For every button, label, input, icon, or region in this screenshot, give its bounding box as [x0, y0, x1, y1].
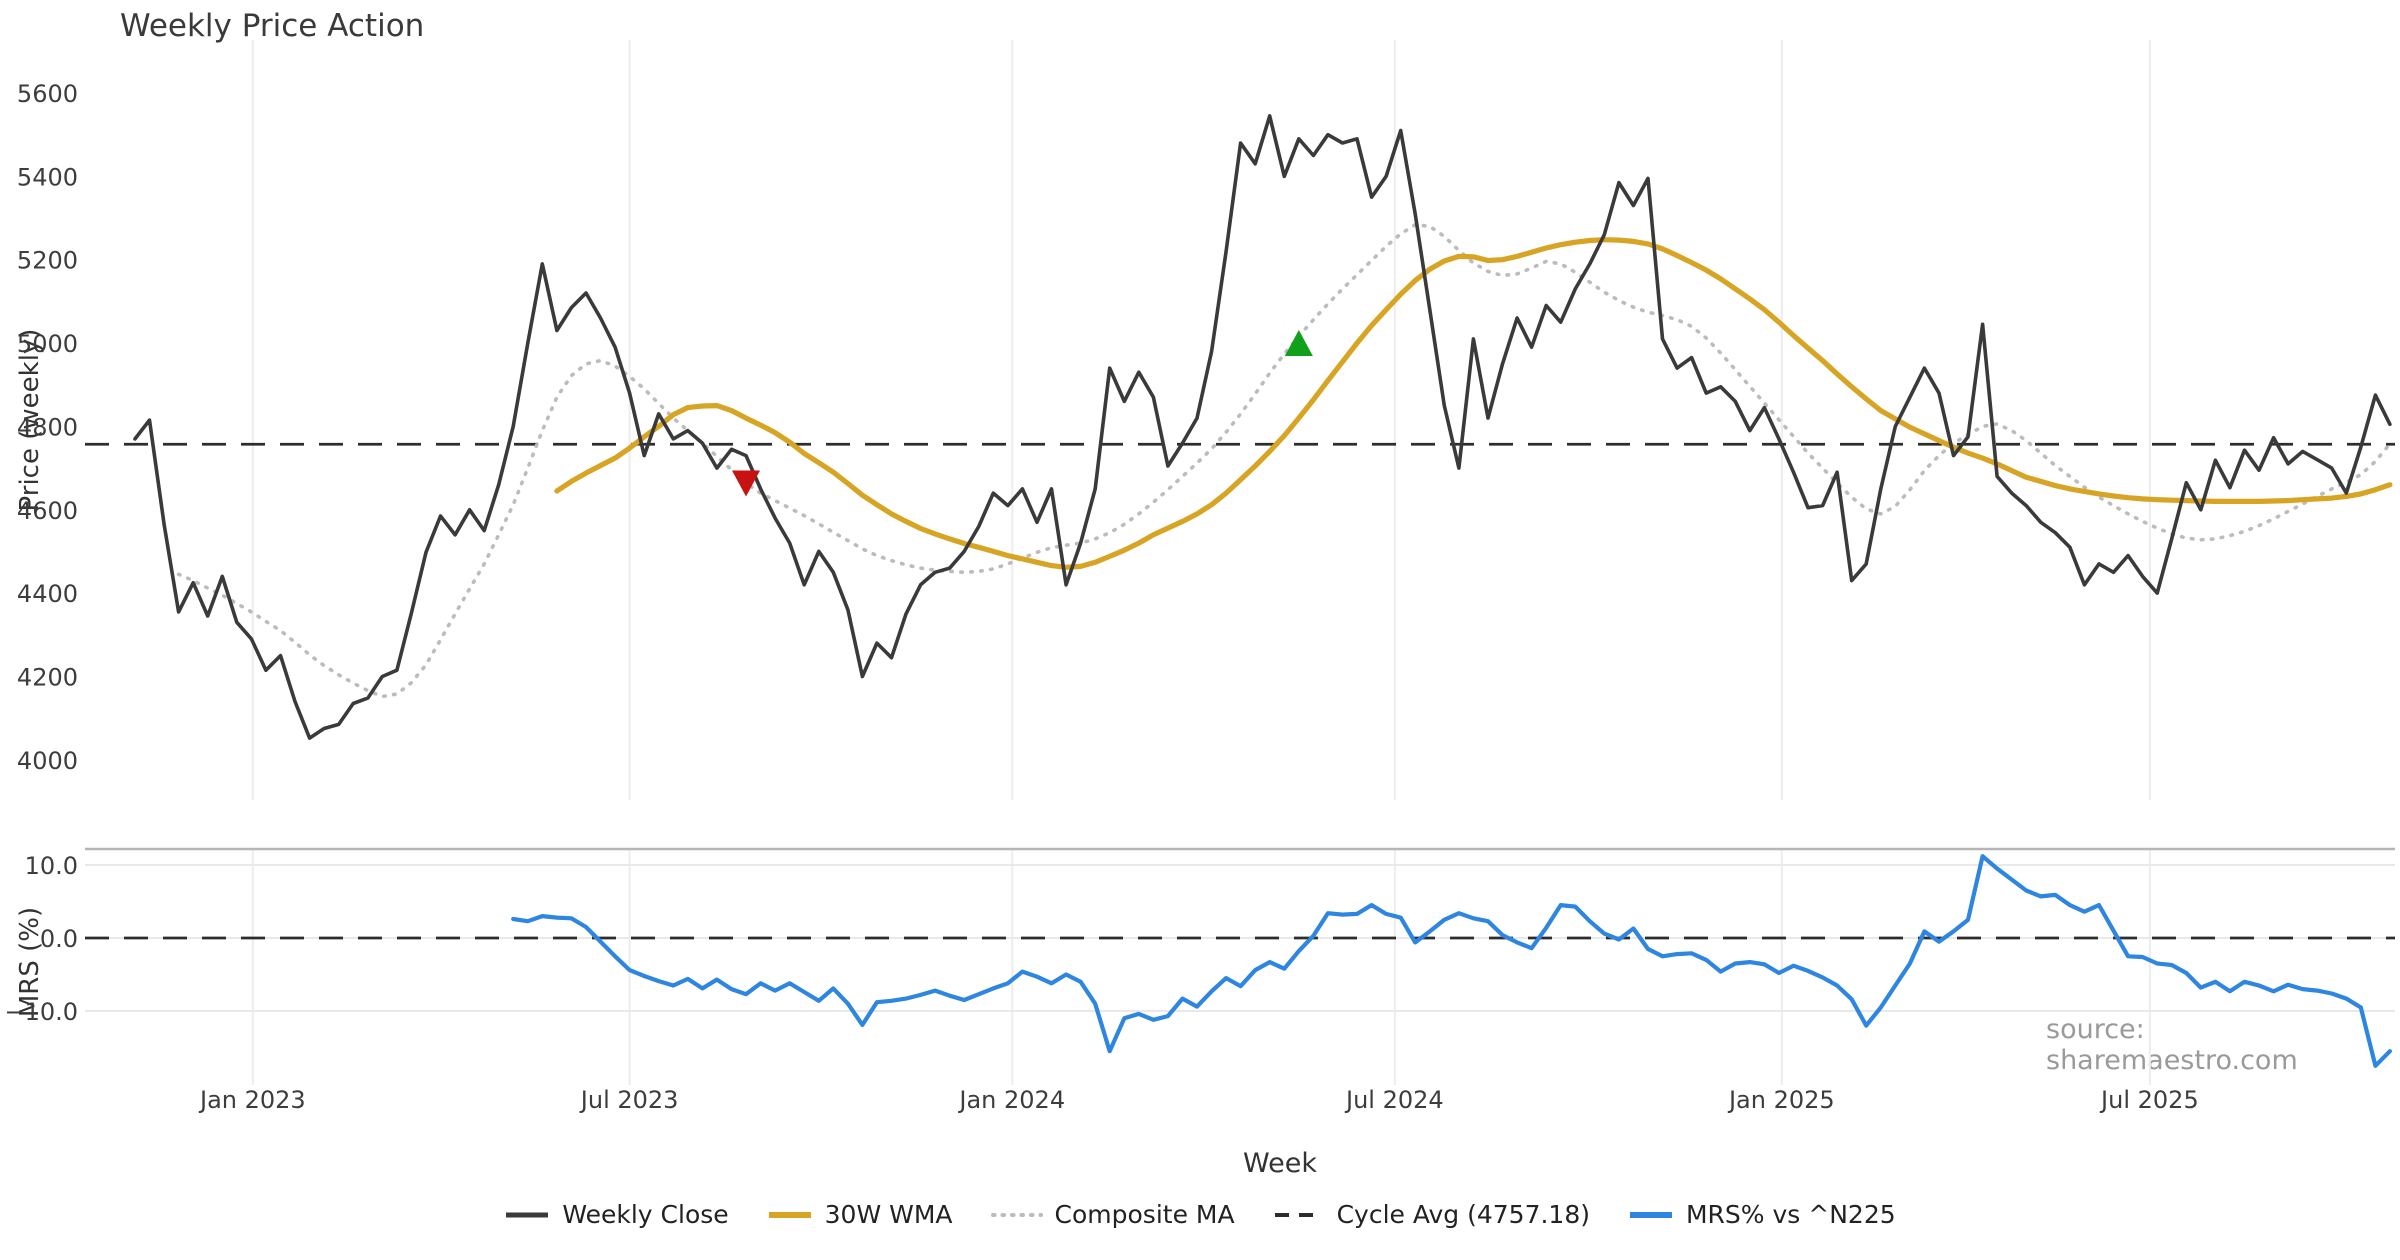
mrs-tick-label: 0.0: [40, 925, 78, 953]
x-tick-label: Jan 2024: [957, 1086, 1065, 1114]
price-tick-label: 5400: [17, 163, 78, 191]
price-tick-label: 4200: [17, 663, 78, 691]
cycle-avg-swatch-icon: [1274, 1212, 1323, 1217]
price-tick-label: 4600: [17, 497, 78, 525]
page-title: Weekly Price Action: [120, 8, 425, 44]
legend-item-cycle-avg: Cycle Avg (4757.18): [1273, 1200, 1590, 1229]
price-tick-label: 5000: [17, 330, 78, 358]
legend-label: 30W WMA: [824, 1200, 953, 1229]
composite-swatch-icon: [990, 1212, 1043, 1217]
weekly-close-line: [133, 114, 2392, 740]
wma-swatch-icon: [768, 1211, 811, 1218]
price-tick-label: 4800: [17, 413, 78, 441]
mrs-tick-label: 10.0: [25, 852, 78, 880]
weekly-close-swatch-icon: [506, 1212, 549, 1217]
price-tick-label: 5200: [17, 247, 78, 275]
legend-item-wma: 30W WMA: [767, 1200, 953, 1229]
legend: Weekly Close 30W WMA Composite MA Cycle …: [0, 1200, 2400, 1229]
mrs-swatch-icon: [1629, 1211, 1672, 1218]
mrs-tick-label: −10.0: [4, 998, 78, 1026]
mrs-line: [511, 854, 2392, 1068]
x-tick-label: Jan 2023: [198, 1086, 306, 1114]
legend-item-mrs: MRS% vs ^N225: [1628, 1200, 1896, 1229]
price-tick-label: 5600: [17, 80, 78, 108]
week-axis-label: Week: [1243, 1148, 1317, 1179]
price-tick-label: 4400: [17, 580, 78, 608]
source-watermark: source: sharemaestro.com: [2046, 1014, 2298, 1076]
legend-item-weekly-close: Weekly Close: [504, 1200, 729, 1229]
x-tick-label: Jul 2024: [1344, 1086, 1444, 1114]
legend-label: Composite MA: [1054, 1200, 1235, 1229]
x-tick-label: Jan 2025: [1727, 1086, 1835, 1114]
legend-label: Cycle Avg (4757.18): [1336, 1200, 1590, 1229]
legend-label: MRS% vs ^N225: [1685, 1200, 1896, 1229]
composite-ma-line: [176, 222, 2392, 699]
price-tick-label: 4000: [17, 747, 78, 775]
x-tick-label: Jul 2025: [2099, 1086, 2199, 1114]
wma-line: [554, 237, 2393, 570]
legend-label: Weekly Close: [562, 1200, 729, 1229]
sell-signal-marker: [732, 470, 761, 497]
buy-signal-marker: [1284, 330, 1313, 357]
x-tick-label: Jul 2023: [579, 1086, 679, 1114]
legend-item-composite: Composite MA: [990, 1200, 1235, 1229]
